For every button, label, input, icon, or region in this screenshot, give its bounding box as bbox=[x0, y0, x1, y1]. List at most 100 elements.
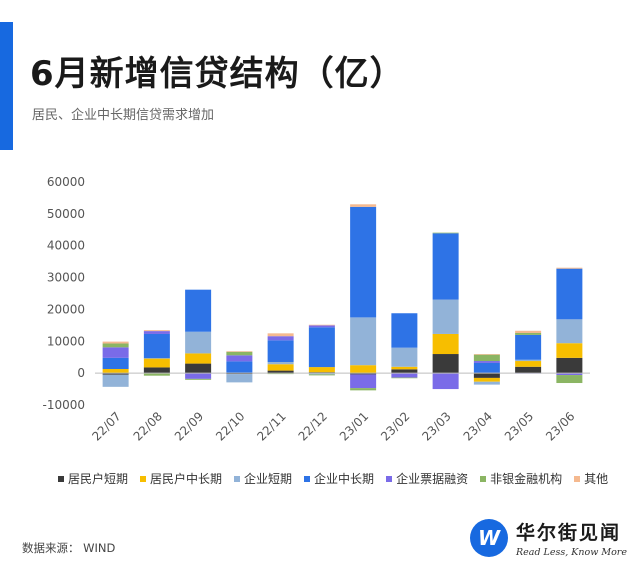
bar-segment bbox=[102, 374, 129, 387]
bar-segment bbox=[226, 374, 253, 383]
data-source: 数据来源： WIND bbox=[22, 541, 116, 555]
bar-segment bbox=[226, 351, 253, 356]
bar-segment bbox=[267, 364, 294, 371]
bar-segment bbox=[185, 331, 212, 354]
logo-tagline: Read Less, Know More bbox=[516, 547, 627, 558]
x-tick-label: 22/12 bbox=[296, 409, 330, 443]
bar-segment bbox=[515, 359, 542, 362]
bar-segment bbox=[556, 267, 583, 269]
bar-segment bbox=[308, 324, 335, 326]
stacked-bar-chart: -10000 0 10000 20000 30000 40000 50000 60000 22/… bbox=[42, 175, 590, 444]
legend-swatch bbox=[58, 475, 64, 482]
bar-segment bbox=[350, 374, 377, 389]
bar-segment bbox=[102, 341, 129, 344]
bar-segment bbox=[473, 354, 500, 362]
bar-segment bbox=[143, 373, 170, 376]
bar-segment bbox=[226, 355, 253, 362]
bar-segment bbox=[432, 333, 459, 355]
bar-segment bbox=[432, 299, 459, 334]
x-tick-label: 23/02 bbox=[378, 409, 412, 443]
bar-segment bbox=[308, 327, 335, 368]
legend-label: 企业中长期 bbox=[314, 472, 375, 486]
legend-label: 居民户短期 bbox=[68, 472, 129, 486]
x-tick-label: 22/10 bbox=[213, 409, 247, 443]
y-tick-label: 10000 bbox=[47, 334, 85, 348]
legend-swatch bbox=[574, 475, 581, 482]
bar-segment bbox=[391, 369, 418, 374]
bar-segment bbox=[226, 351, 253, 352]
bar-segment bbox=[432, 233, 459, 300]
chart-subtitle: 居民、企业中长期信贷需求增加 bbox=[32, 108, 215, 123]
bar-segment bbox=[432, 354, 459, 374]
bar-segment bbox=[556, 343, 583, 358]
bar-segment bbox=[515, 361, 542, 367]
bar-segment bbox=[143, 358, 170, 359]
bar-segment bbox=[391, 366, 418, 370]
bar-segment bbox=[473, 373, 500, 378]
bar-segment bbox=[102, 347, 129, 358]
bar-segment bbox=[102, 357, 129, 370]
bar-segment bbox=[185, 378, 212, 380]
y-tick-label: 60000 bbox=[47, 175, 85, 189]
legend-swatch bbox=[480, 475, 487, 482]
logo-name: 华尔街见闻 bbox=[516, 522, 622, 544]
bar-segment bbox=[473, 362, 500, 374]
y-tick-label: -10000 bbox=[42, 398, 85, 412]
bar-segment bbox=[308, 373, 335, 375]
bar-segment bbox=[473, 377, 500, 382]
legend-swatch bbox=[304, 475, 311, 482]
bar-segment bbox=[473, 361, 500, 363]
bar-segment bbox=[556, 357, 583, 374]
bar-segment bbox=[267, 333, 294, 337]
bar-segment bbox=[515, 333, 542, 335]
bar-segment bbox=[350, 373, 377, 375]
bar-segment bbox=[350, 388, 377, 391]
legend-label: 企业短期 bbox=[244, 472, 293, 486]
bar-segment bbox=[515, 334, 542, 360]
bar-segment bbox=[308, 325, 335, 328]
bar-segment bbox=[226, 361, 253, 373]
legend-item: 企业票据融资 bbox=[386, 470, 468, 487]
bar-segment bbox=[143, 331, 170, 334]
bar-segment bbox=[350, 206, 377, 318]
legend-label: 居民户中长期 bbox=[150, 472, 223, 486]
bar-segment bbox=[515, 366, 542, 374]
bar-segment bbox=[350, 365, 377, 374]
legend-item: 企业中长期 bbox=[304, 470, 374, 487]
y-tick-label: 50000 bbox=[47, 207, 85, 221]
legend-item: 其他 bbox=[574, 470, 608, 487]
x-tick-label: 23/04 bbox=[461, 409, 495, 443]
bar-segment bbox=[515, 330, 542, 334]
chart-title: 6月新增信贷结构（亿） bbox=[30, 54, 405, 94]
legend-swatch bbox=[234, 475, 241, 482]
legend-item: 企业短期 bbox=[234, 470, 292, 487]
legend-swatch bbox=[386, 475, 393, 482]
bar-segment bbox=[556, 319, 583, 344]
bar-segment bbox=[102, 343, 129, 348]
y-tick-label: 20000 bbox=[47, 302, 85, 316]
x-tick-label: 23/03 bbox=[419, 409, 453, 443]
x-tick-label: 23/06 bbox=[543, 409, 577, 443]
legend-swatch bbox=[140, 475, 147, 482]
bar-segment bbox=[185, 373, 212, 379]
bar-segment bbox=[267, 340, 294, 362]
bar-segment bbox=[143, 333, 170, 359]
chart-legend: 居民户短期 居民户中长期 企业短期 企业中长期 企业票据融资 非银金融机构 其他 bbox=[58, 470, 620, 487]
brand-logo: W 华尔街见闻 Read Less, Know More bbox=[470, 518, 627, 558]
bar-segment bbox=[391, 373, 418, 378]
bar-segment bbox=[308, 374, 335, 376]
bar-segment bbox=[473, 354, 500, 355]
bar-segment bbox=[185, 363, 212, 374]
bar-segment bbox=[267, 370, 294, 374]
bar-segment bbox=[350, 204, 377, 207]
x-tick-label: 23/01 bbox=[337, 409, 371, 443]
bar-segment bbox=[556, 373, 583, 376]
bar-segment bbox=[473, 381, 500, 385]
bar-segment bbox=[350, 317, 377, 366]
y-tick-label: 30000 bbox=[47, 271, 85, 285]
bar-segment bbox=[102, 369, 129, 374]
bar-segment bbox=[391, 347, 418, 367]
y-tick-label: 0 bbox=[77, 366, 85, 380]
legend-label: 企业票据融资 bbox=[396, 472, 469, 486]
bar-segment bbox=[102, 373, 129, 375]
